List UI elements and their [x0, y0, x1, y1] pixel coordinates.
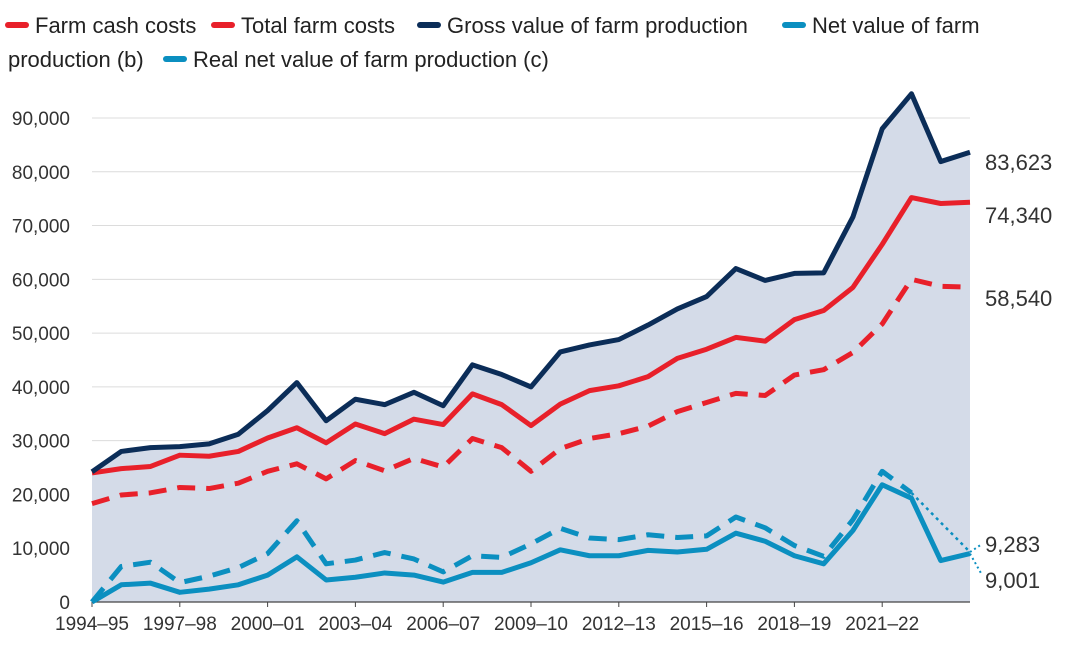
- y-tick-label: 50,000: [12, 324, 70, 345]
- x-tick-label: 2000–01: [231, 614, 305, 635]
- end-labels: 83,623 74,340 58,540 9,283 9,001: [969, 150, 1052, 593]
- y-tick-label: 0: [59, 593, 70, 614]
- shaded-area: [92, 93, 970, 603]
- legend-label: Net value of farm: [812, 13, 980, 38]
- series-line-2: [91, 276, 971, 506]
- legend-label: Farm cash costs: [35, 13, 196, 38]
- leader-line-9001: [969, 553, 983, 576]
- legend-label: Real net value of farm production (c): [193, 47, 549, 72]
- legend-item: Total farm costs: [211, 13, 395, 38]
- legend: Farm cash costs Total farm costs Gross val…: [5, 13, 980, 72]
- end-label: 74,340: [985, 203, 1052, 228]
- legend-item: production (b): [8, 47, 144, 72]
- x-tick-label: 2021–22: [845, 614, 919, 635]
- series-line-3: [90, 482, 971, 605]
- x-tick-label: 2003–04: [318, 614, 392, 635]
- x-tick-label: 1994–95: [55, 614, 129, 635]
- series-line-0: [90, 91, 971, 474]
- y-tick-label: 80,000: [12, 163, 70, 184]
- x-tick-label: 2018–19: [757, 614, 831, 635]
- y-tick-label: 90,000: [12, 109, 70, 130]
- legend-label: Gross value of farm production: [447, 13, 748, 38]
- y-tick-label: 10,000: [12, 539, 70, 560]
- series-line-4: [90, 468, 913, 604]
- series-lines: [90, 91, 971, 605]
- x-tick-label: 2015–16: [670, 614, 744, 635]
- legend-item: Farm cash costs: [5, 13, 196, 38]
- legend-item: Net value of farm: [782, 13, 980, 38]
- legend-label: Total farm costs: [241, 13, 395, 38]
- x-axis: 1994–95 1997–98 2000–01 2003–04 2006–07 2009–…: [55, 601, 970, 635]
- end-label: 9,001: [985, 568, 1040, 593]
- legend-item: Gross value of farm production: [417, 13, 748, 38]
- x-tick-label: 2012–13: [582, 614, 656, 635]
- end-label: 58,540: [985, 286, 1052, 311]
- x-tick-label: 1997–98: [143, 614, 217, 635]
- legend-item: Real net value of farm production (c): [163, 47, 549, 72]
- legend-label: production (b): [8, 47, 144, 72]
- gross-value-shaded-area: [92, 93, 970, 603]
- y-tick-label: 60,000: [12, 270, 70, 291]
- x-tick-label: 2006–07: [406, 614, 480, 635]
- y-tick-label: 30,000: [12, 432, 70, 453]
- leader-line-9283: [969, 543, 983, 553]
- y-tick-label: 40,000: [12, 378, 70, 399]
- x-tick-label: 2009–10: [494, 614, 568, 635]
- y-tick-label: 20,000: [12, 485, 70, 506]
- y-axis: 0 10,000 20,000 30,000 40,000 50,000 60,000 70,…: [12, 109, 70, 614]
- y-tick-label: 70,000: [12, 217, 70, 238]
- end-label: 9,283: [985, 532, 1040, 557]
- series-line-1: [91, 195, 971, 476]
- end-label: 83,623: [985, 150, 1052, 175]
